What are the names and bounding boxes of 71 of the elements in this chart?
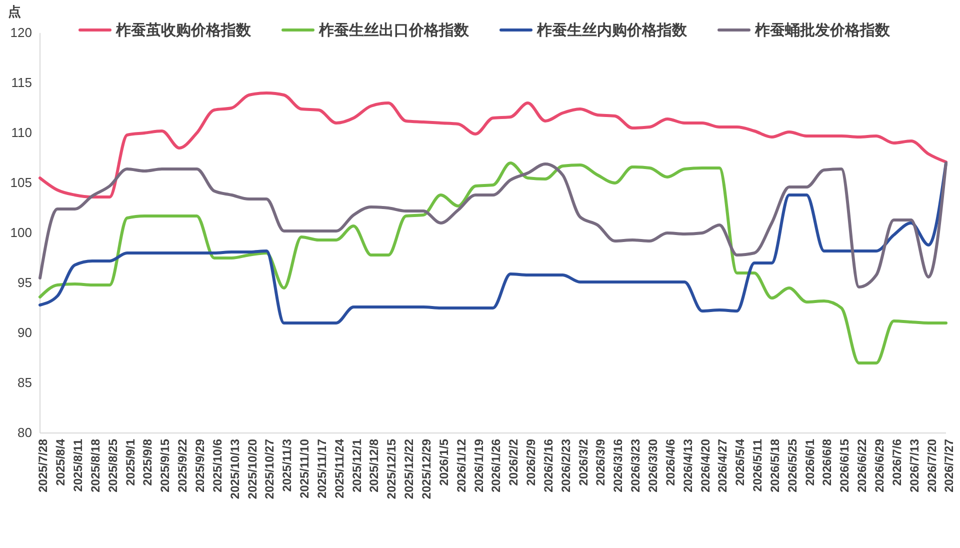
x-tick-label: 2025/11/17: [314, 438, 329, 498]
x-tick-label: 2025/12/1: [350, 438, 364, 492]
x-tick-label: 2026/4/20: [698, 438, 712, 492]
x-tick-label: 2026/5/11: [750, 438, 765, 492]
x-tick-label: 2025/8/18: [88, 438, 102, 492]
x-tick-label: 2026/6/22: [855, 438, 870, 492]
x-tick-label: 2026/1/12: [454, 438, 468, 492]
x-tick-label: 2026/1/5: [436, 438, 451, 486]
x-tick-label: 2025/9/29: [193, 438, 208, 492]
y-tick-label: 105: [10, 175, 32, 190]
x-tick-label: 2026/4/6: [663, 438, 678, 486]
x-tick-label: 2026/2/16: [541, 438, 556, 492]
x-tick-label: 2026/3/23: [628, 438, 643, 492]
x-tick-label: 2025/12/8: [367, 438, 382, 492]
x-tick-label: 2026/2/2: [506, 438, 521, 486]
x-tick-label: 2026/3/30: [646, 438, 660, 492]
x-tick-label: 2026/3/9: [594, 438, 608, 486]
x-tick-label: 2025/9/22: [176, 438, 190, 492]
x-tick-label: 2026/6/1: [802, 438, 817, 486]
x-tick-label: 2025/11/3: [280, 438, 294, 492]
y-tick-label: 85: [18, 375, 32, 390]
x-tick-label: 2026/3/16: [611, 438, 626, 492]
x-tick-label: 2026/7/20: [924, 438, 939, 492]
x-tick-label: 2025/9/8: [140, 438, 155, 486]
x-tick-label: 2026/1/19: [472, 438, 486, 492]
x-tick-label: 2025/10/20: [245, 438, 260, 500]
x-tick-label: 2026/3/2: [576, 438, 590, 486]
x-tick-label: 2025/8/4: [54, 438, 68, 486]
legend-label: 柞蚕茧收购价格指数: [115, 21, 252, 39]
x-tick-label: 2026/1/26: [489, 438, 504, 492]
y-tick-label: 110: [11, 125, 32, 140]
y-tick-label: 80: [18, 425, 32, 440]
legend-label: 柞蚕生丝出口价格指数: [318, 21, 470, 39]
x-tick-label: 2025/8/11: [71, 438, 86, 492]
x-tick-label: 2026/6/15: [838, 438, 852, 492]
x-tick-label: 2026/5/25: [785, 438, 800, 492]
y-tick-label: 90: [18, 325, 32, 340]
x-tick-label: 2026/7/6: [890, 438, 904, 486]
y-tick-label: 115: [11, 75, 32, 90]
legend-label: 柞蚕生丝内购价格指数: [536, 21, 688, 39]
x-tick-label: 2026/6/8: [820, 438, 834, 486]
y-tick-label: 95: [18, 275, 32, 290]
line-series: [38, 162, 948, 288]
x-tick-label: 2025/10/6: [210, 438, 224, 492]
line-series: [38, 162, 948, 324]
y-tick-label: 100: [10, 225, 32, 240]
x-tick-label: 2025/12/22: [402, 438, 416, 500]
x-tick-label: 2026/4/13: [680, 438, 695, 492]
line-series: [38, 162, 948, 364]
x-tick-label: 2025/7/28: [36, 438, 50, 492]
x-tick-label: 2026/4/27: [716, 438, 730, 492]
legend-label: 柞蚕蛹批发价格指数: [754, 21, 891, 39]
x-tick-label: 2025/8/25: [106, 438, 120, 492]
x-tick-label: 2025/11/24: [332, 438, 346, 498]
x-tick-label: 2025/9/1: [123, 438, 138, 486]
x-tick-label: 2026/7/13: [907, 438, 922, 492]
x-tick-label: 2026/5/4: [733, 438, 748, 486]
line-series: [38, 92, 948, 198]
x-tick-label: 2026/2/9: [524, 438, 538, 486]
x-tick-label: 2025/11/10: [298, 438, 312, 498]
y-axis-title: 点: [8, 4, 21, 20]
x-tick-label: 2026/5/18: [768, 438, 782, 492]
x-tick-label: 2025/10/27: [262, 438, 277, 500]
y-tick-label: 120: [10, 25, 32, 40]
x-tick-label: 2025/12/29: [420, 438, 434, 500]
x-tick-label: 2025/12/15: [384, 438, 399, 500]
x-tick-label: 2025/9/15: [158, 438, 172, 492]
x-tick-label: 2026/6/29: [872, 438, 887, 492]
x-tick-label: 2026/7/27: [942, 438, 956, 492]
x-tick-label: 2026/2/23: [558, 438, 573, 492]
x-tick-label: 2025/10/13: [228, 438, 242, 500]
